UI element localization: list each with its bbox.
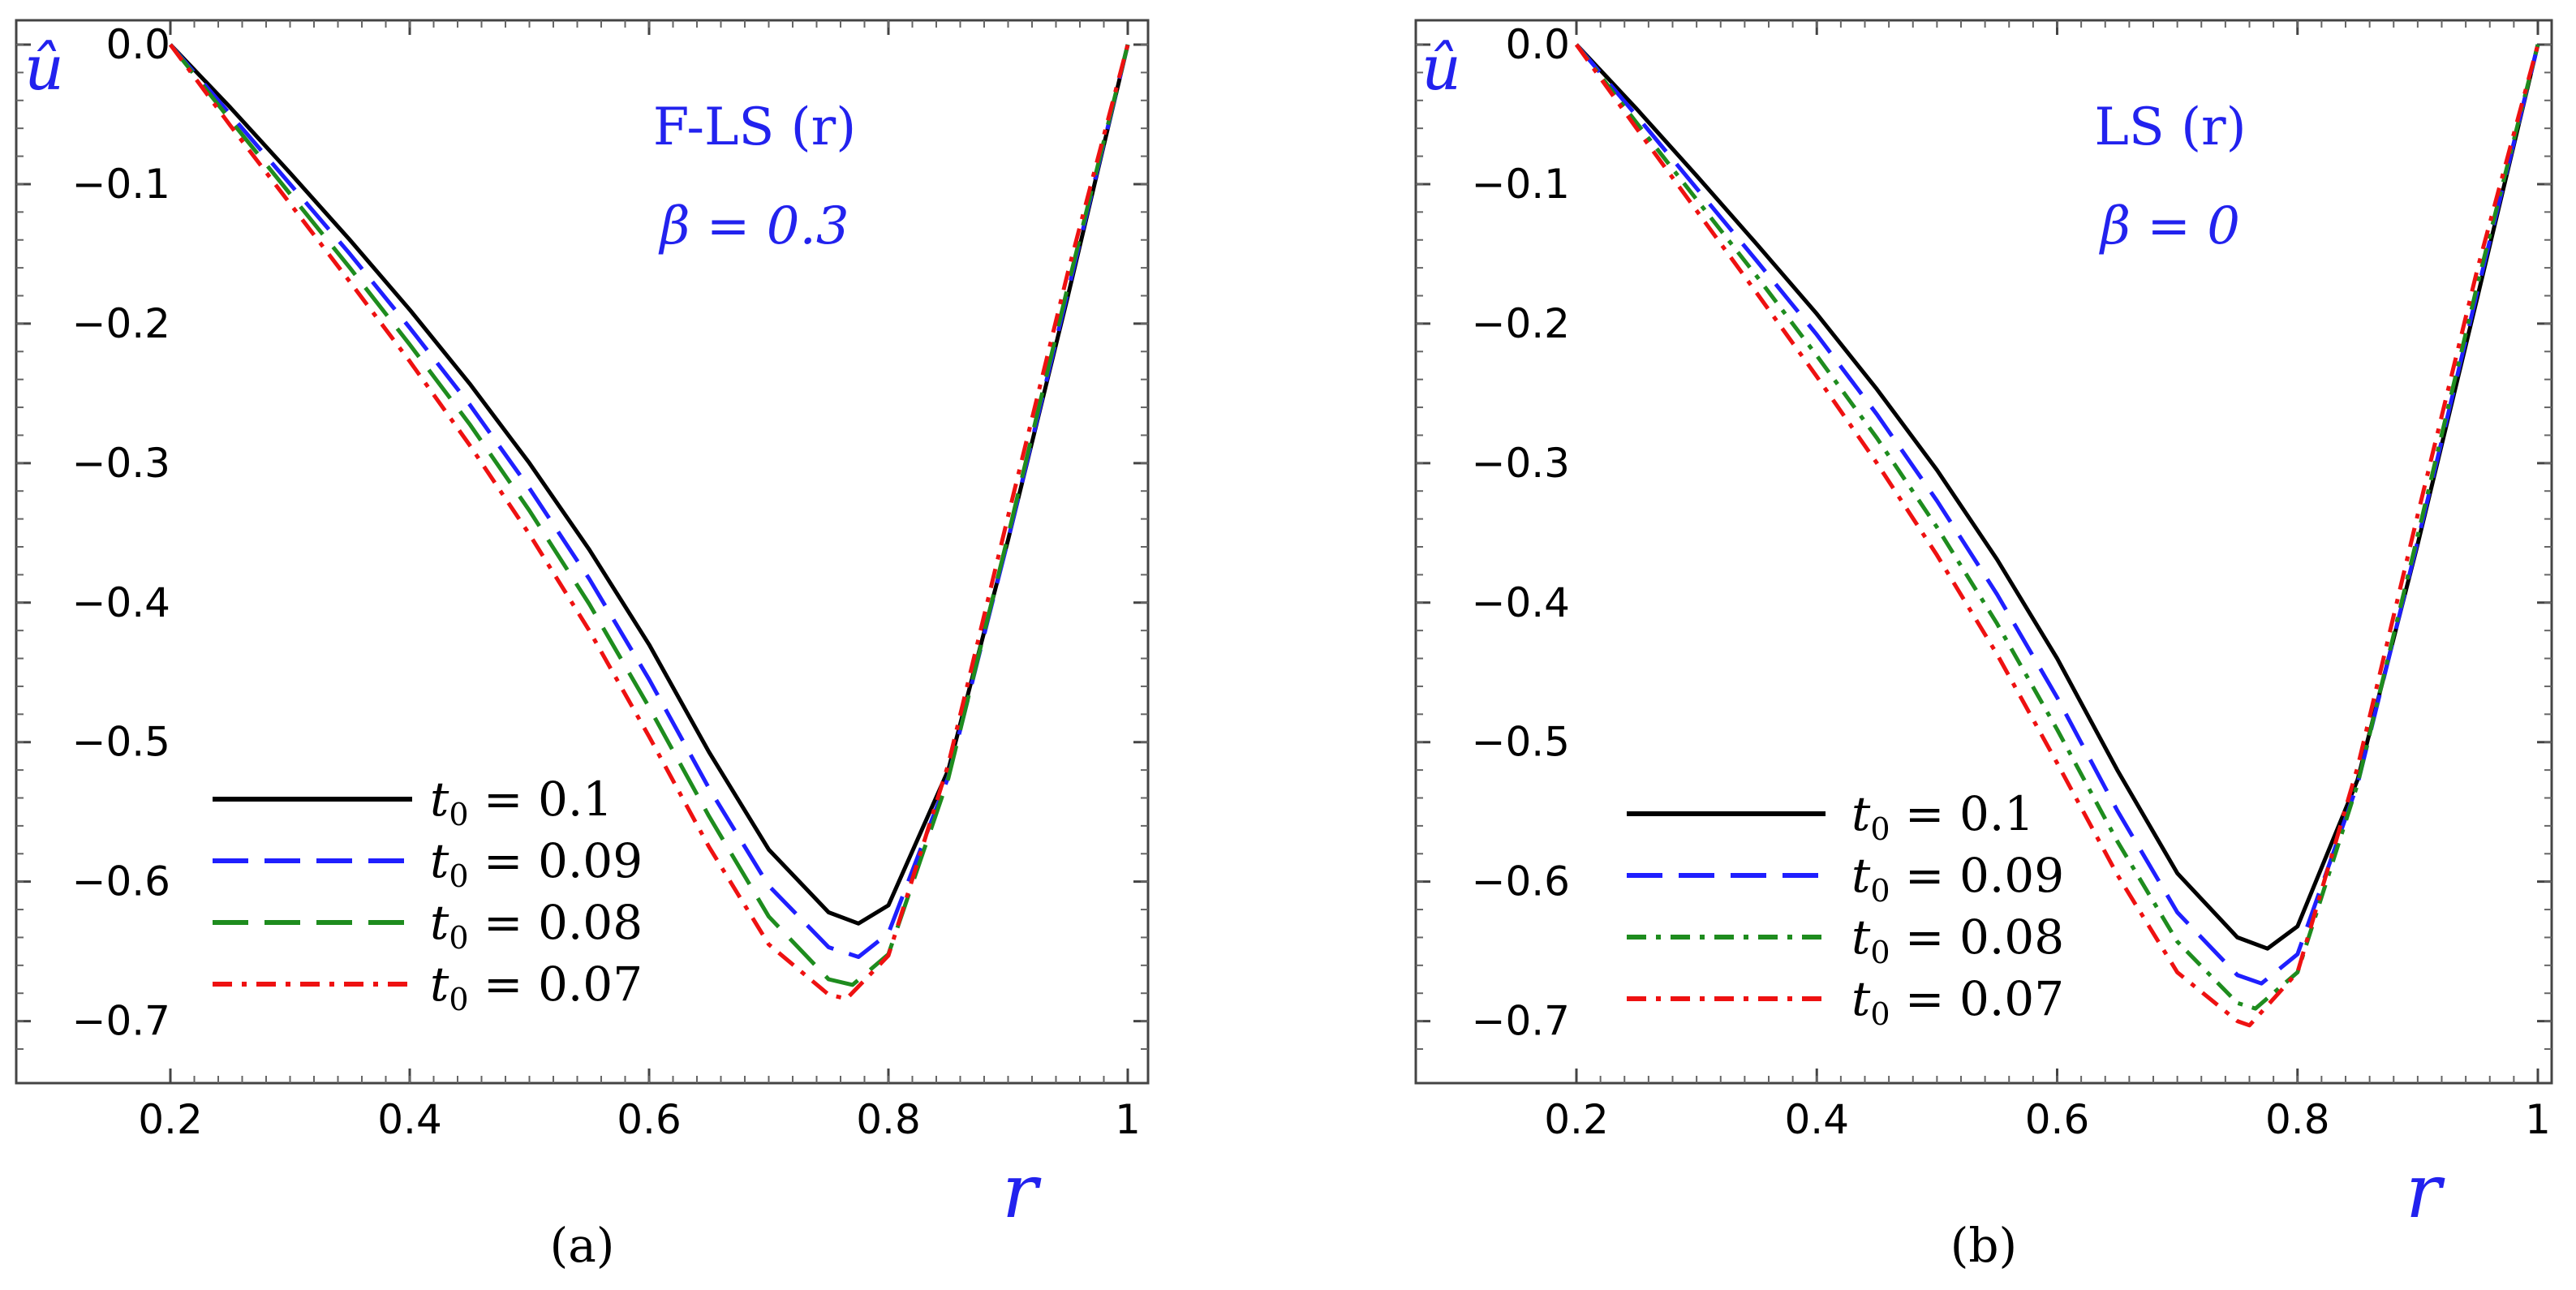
panel-a: 0.0 −0.1 −0.2 −0.3 −0.4 −0.5 −0.6 −0.7 0.2 0.4 0.6…	[15, 19, 1150, 1273]
y-tick-label: −0.5	[72, 719, 170, 766]
x-tick-label: 0.8	[2265, 1096, 2330, 1143]
y-tick-label: −0.7	[1472, 998, 1570, 1045]
x-tick-label: 0.2	[138, 1096, 203, 1143]
x-tick-label: 0.6	[2025, 1096, 2090, 1143]
y-tick-label: −0.1	[72, 161, 170, 208]
y-tick-label: −0.4	[1472, 579, 1570, 626]
x-tick-label: 0.8	[856, 1096, 921, 1143]
axes-frame	[15, 19, 1150, 1085]
series-line-2	[169, 43, 1130, 987]
series-line-1	[169, 43, 1130, 959]
series-line-3	[168, 43, 1130, 1001]
series-line-0	[169, 43, 1130, 926]
x-axis-label: r	[2406, 1148, 2445, 1235]
y-tick-label: −0.7	[72, 998, 170, 1045]
y-tick-label: −0.6	[72, 858, 170, 905]
x-tick-label: 1	[2525, 1096, 2551, 1143]
annotation-method: LS (r)	[2094, 97, 2246, 157]
series-line-2	[1575, 43, 2540, 1011]
legend-label-1: t0 = 0.09	[430, 833, 643, 894]
legend-label-1: t0 = 0.09	[1851, 848, 2064, 909]
series-line-0	[1575, 43, 2540, 951]
annotation-method: F-LS (r)	[653, 97, 856, 157]
panel-caption: (b)	[1950, 1218, 2017, 1273]
x-tick-label: 0.4	[1784, 1096, 1849, 1143]
x-tick-label: 0.4	[377, 1096, 442, 1143]
annotation-beta: β = 0	[2099, 196, 2240, 256]
annotation-beta: β = 0.3	[658, 196, 849, 256]
y-tick-label: −0.1	[1472, 161, 1570, 208]
panel-b: 0.0 −0.1 −0.2 −0.3 −0.4 −0.5 −0.6 −0.7 0.2 0.4 0.6…	[1414, 19, 2553, 1273]
legend-label-3: t0 = 0.07	[430, 957, 643, 1017]
y-tick-label: 0.0	[105, 21, 170, 68]
x-tick-label: 1	[1115, 1096, 1141, 1143]
y-tick-label: −0.3	[72, 440, 170, 487]
x-tick-label: 0.2	[1544, 1096, 1609, 1143]
legend-label-2: t0 = 0.08	[430, 895, 643, 956]
legend-label-0: t0 = 0.1	[430, 772, 613, 832]
y-tick-label: −0.2	[1472, 300, 1570, 347]
y-tick-label: −0.2	[72, 300, 170, 347]
y-tick-label: 0.0	[1505, 21, 1570, 68]
y-axis-label: û	[1421, 32, 1461, 104]
series-line-1	[1575, 43, 2540, 986]
series-line-3	[1574, 43, 2540, 1028]
y-tick-label: −0.5	[1472, 719, 1570, 766]
y-tick-label: −0.3	[1472, 440, 1570, 487]
y-tick-label: −0.4	[72, 579, 170, 626]
panel-caption: (a)	[550, 1218, 615, 1273]
legend-label-0: t0 = 0.1	[1851, 786, 2034, 847]
x-axis-label: r	[1002, 1148, 1042, 1235]
legend-label-2: t0 = 0.08	[1851, 909, 2064, 970]
axes-frame	[1414, 19, 2553, 1085]
legend-label-3: t0 = 0.07	[1851, 971, 2064, 1032]
y-tick-label: −0.6	[1472, 858, 1570, 905]
y-axis-label: û	[24, 32, 64, 104]
x-tick-label: 0.6	[617, 1096, 682, 1143]
